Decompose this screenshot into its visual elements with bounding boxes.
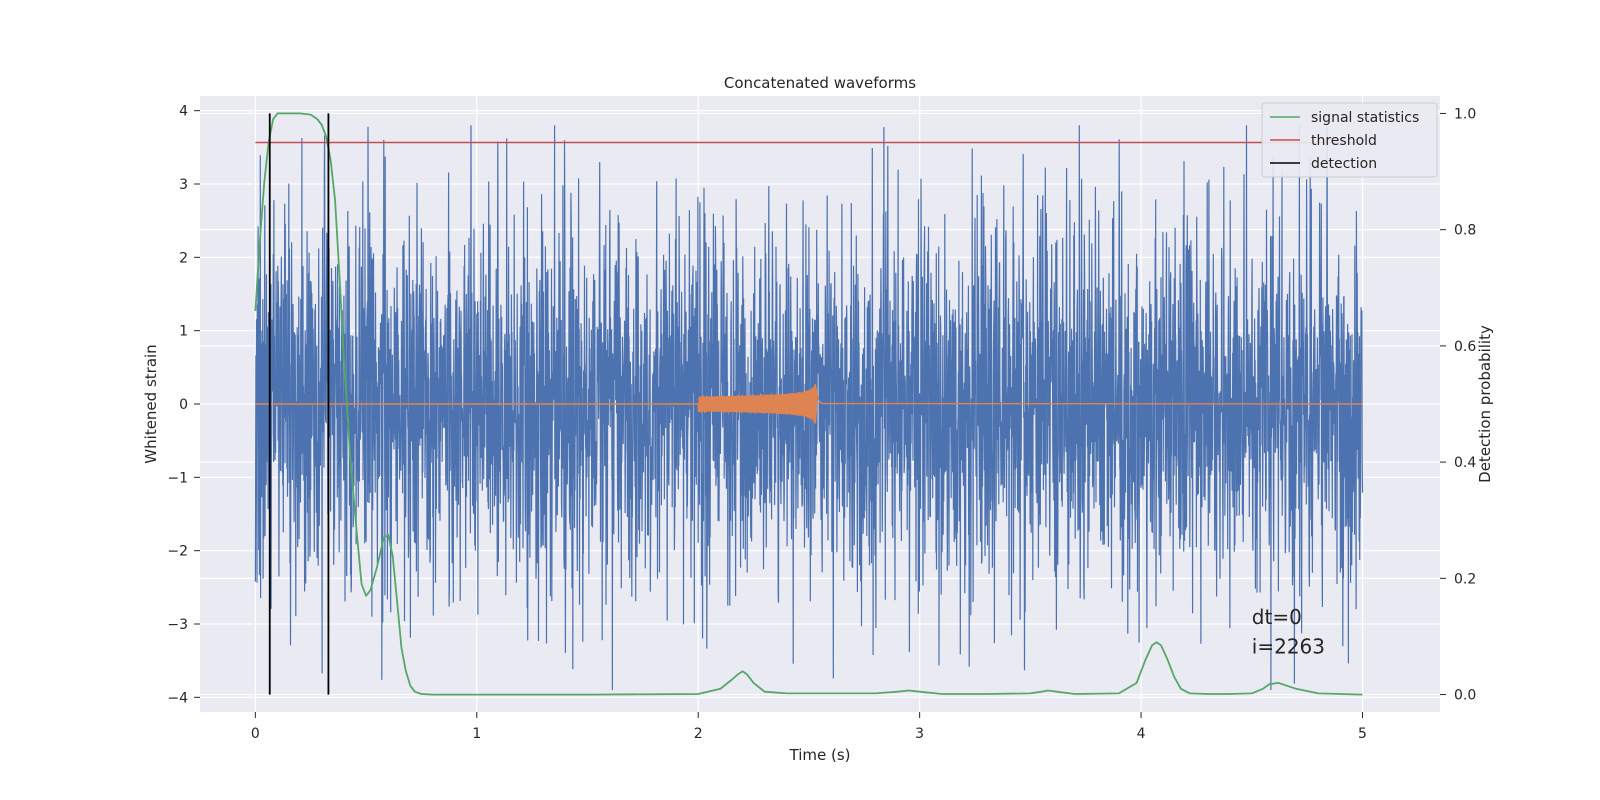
y-tick-label: 2 bbox=[179, 250, 188, 266]
y-tick-label: 0 bbox=[179, 397, 188, 413]
annotation-index: i=2263 bbox=[1252, 634, 1325, 658]
annotation-dt: dt=0 bbox=[1252, 605, 1302, 629]
y-tick-label: 3 bbox=[179, 177, 188, 193]
y-axis-label: Whitened strain bbox=[142, 344, 160, 463]
y-tick-label: 1 bbox=[179, 324, 188, 340]
y-tick-label: −1 bbox=[167, 470, 188, 486]
x-axis-label: Time (s) bbox=[789, 746, 851, 764]
strain-noise-line bbox=[254, 125, 1364, 691]
legend: signal statistics threshold detection bbox=[1261, 102, 1438, 178]
y2-axis-label: Detection probability bbox=[1476, 325, 1494, 483]
y-tick-label: −2 bbox=[167, 544, 188, 560]
legend-label-signal: signal statistics bbox=[1311, 110, 1419, 126]
x-tick-label: 5 bbox=[1358, 726, 1367, 742]
x-tick-label: 3 bbox=[915, 726, 924, 742]
injected-signal-line bbox=[255, 383, 1363, 424]
legend-label-detection: detection bbox=[1311, 156, 1377, 172]
y2-tick-label: 0.4 bbox=[1454, 455, 1476, 471]
y2-tick-label: 0.6 bbox=[1454, 339, 1476, 355]
y2-tick-label: 0.0 bbox=[1454, 688, 1476, 704]
y-tick-label: −3 bbox=[167, 617, 188, 633]
y-tick-label: 4 bbox=[179, 104, 188, 120]
x-tick-label: 0 bbox=[251, 726, 260, 742]
y2-tick-label: 0.8 bbox=[1454, 223, 1476, 239]
y-tick-label: −4 bbox=[167, 690, 188, 706]
y2-tick-label: 0.2 bbox=[1454, 571, 1476, 587]
y2-tick-label: 1.0 bbox=[1454, 106, 1476, 122]
axes: 0 1 2 3 4 5 −4 −3 −2 −1 0 1 2 3 4 0.0 0.2 0.4 0.6 0.8 1.0 bbox=[167, 104, 1476, 742]
legend-label-threshold: threshold bbox=[1311, 133, 1377, 149]
x-tick-label: 1 bbox=[472, 726, 481, 742]
data-layer bbox=[254, 112, 1364, 696]
x-tick-label: 4 bbox=[1137, 726, 1146, 742]
legend-box bbox=[1261, 102, 1438, 178]
x-tick-label: 2 bbox=[694, 726, 703, 742]
chart-title: Concatenated waveforms bbox=[724, 74, 916, 92]
